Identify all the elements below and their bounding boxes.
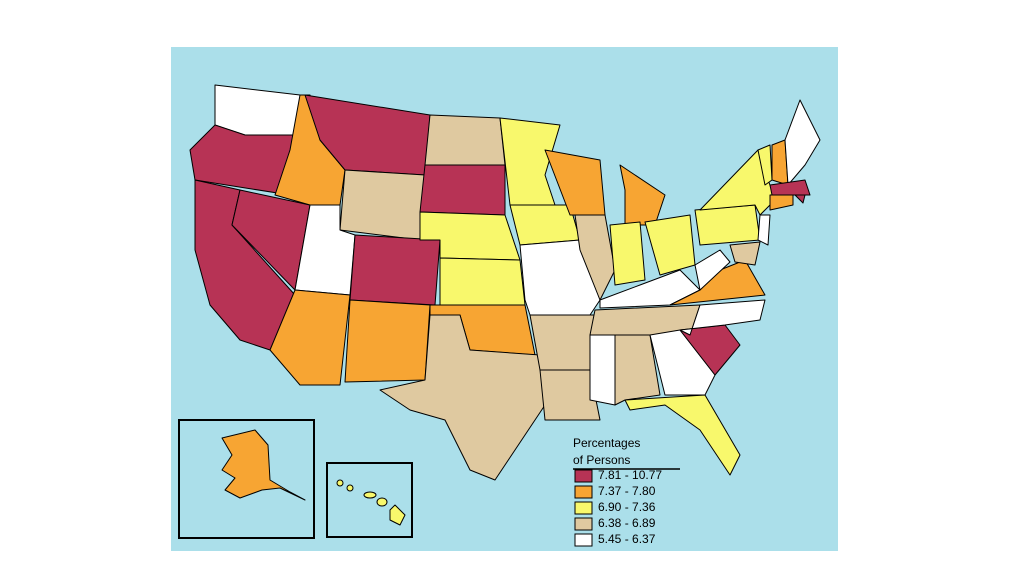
state (649, 329, 716, 396)
legend-title: of Persons (573, 453, 630, 467)
state (349, 234, 441, 306)
state (589, 334, 616, 406)
state (694, 204, 761, 246)
hawaii (336, 479, 406, 526)
state (757, 214, 771, 246)
state (379, 314, 546, 481)
legend-label: 5.45 - 6.37 (598, 532, 656, 546)
state (269, 289, 351, 386)
legend-swatch (574, 501, 593, 515)
state (376, 497, 388, 507)
state (424, 114, 506, 166)
state (699, 149, 776, 216)
state (336, 479, 344, 487)
legend-label: 6.90 - 7.36 (598, 500, 656, 514)
state (729, 241, 761, 266)
state (769, 179, 811, 196)
legend-label: 7.81 - 10.77 (598, 468, 662, 482)
state (339, 169, 426, 241)
state (614, 334, 661, 406)
alaska-inset (178, 419, 315, 539)
legend-swatch (574, 485, 593, 499)
legend-swatch (574, 533, 593, 547)
state (679, 299, 766, 336)
legend-swatch (574, 517, 593, 531)
state (221, 429, 306, 501)
state (624, 394, 741, 476)
state (439, 257, 526, 306)
state (346, 484, 354, 492)
legend-label: 7.37 - 7.80 (598, 484, 656, 498)
state (609, 221, 646, 286)
state (363, 491, 377, 499)
state (529, 314, 596, 371)
hawaii-inset (326, 462, 413, 538)
state (669, 259, 766, 306)
state (419, 164, 506, 216)
legend-swatch (574, 469, 593, 483)
state (784, 99, 821, 186)
legend: Percentages of Persons 7.81 - 10.77 7.37 … (573, 436, 680, 547)
state (539, 369, 601, 421)
state (389, 504, 406, 526)
states (189, 84, 821, 481)
legend-label: 6.38 - 6.89 (598, 516, 656, 530)
legend-title: Percentages (573, 436, 640, 450)
state (694, 249, 731, 291)
state (794, 194, 806, 204)
state (499, 117, 561, 206)
state (769, 194, 794, 211)
state (574, 214, 616, 301)
state (344, 299, 431, 383)
